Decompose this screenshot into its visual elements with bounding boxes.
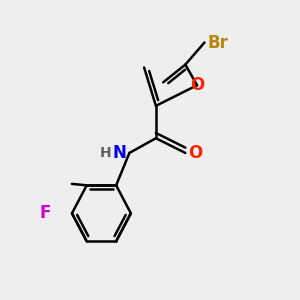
Text: H: H [100, 146, 112, 160]
Text: O: O [188, 144, 203, 162]
Text: Br: Br [207, 34, 228, 52]
Text: O: O [190, 76, 204, 94]
Text: F: F [40, 204, 51, 222]
Text: N: N [112, 144, 126, 162]
